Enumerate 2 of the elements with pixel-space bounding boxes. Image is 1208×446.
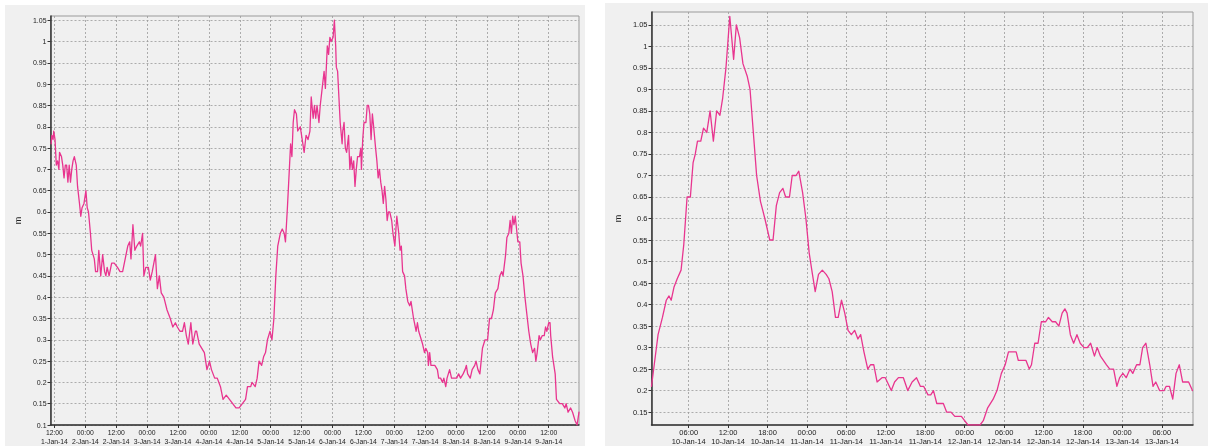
y-axis-title: m <box>612 214 623 223</box>
y-axis-title: m <box>12 216 23 225</box>
